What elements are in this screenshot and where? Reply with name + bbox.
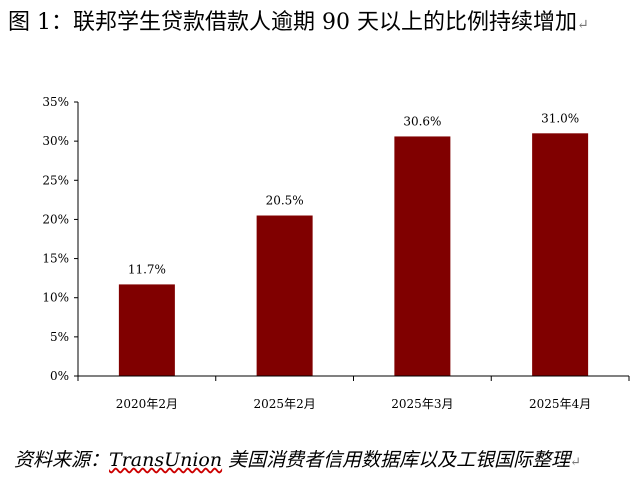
source-prefix: 资料来源： — [14, 449, 110, 471]
y-tick-label: 5% — [50, 330, 69, 344]
source-suffix: 美国消费者信用数据库以及工银国际整理 — [222, 449, 571, 471]
bar — [256, 215, 313, 376]
paragraph-mark-icon: ↵ — [570, 455, 582, 470]
x-tick-label: 2025年4月 — [529, 397, 591, 411]
bar — [118, 284, 175, 376]
bar-value-label: 30.6% — [403, 114, 441, 128]
y-tick-label: 0% — [50, 369, 69, 383]
source-note: 资料来源：TransUnion 美国消费者信用数据库以及工银国际整理↵ — [14, 447, 581, 476]
y-tick-label: 30% — [42, 134, 69, 148]
x-axis: 2020年2月 2025年2月 2025年3月 2025年4月 — [77, 375, 630, 411]
x-tick-label: 2025年2月 — [254, 397, 316, 411]
y-tick-label: 25% — [42, 173, 69, 187]
value-labels-group: 11.7% 20.5% 30.6% 31.0% — [128, 111, 579, 276]
paragraph-mark-icon: ↵ — [576, 17, 589, 33]
source-org: TransUnion — [109, 449, 223, 471]
y-tick-label: 15% — [42, 252, 69, 266]
bar — [394, 136, 451, 376]
bar-value-label: 31.0% — [541, 111, 579, 125]
figure-title-text: 图 1：联邦学生贷款借款人逾期 90 天以上的比例持续增加 — [8, 10, 577, 35]
y-tick-label: 20% — [42, 212, 69, 226]
y-tick-label: 35% — [42, 95, 69, 109]
bar — [532, 133, 589, 376]
x-tick-label: 2025年3月 — [391, 397, 453, 411]
bar-value-label: 11.7% — [128, 262, 166, 276]
bars-group — [118, 133, 589, 376]
figure-title: 图 1：联邦学生贷款借款人逾期 90 天以上的比例持续增加↵ — [8, 8, 589, 40]
bar-value-label: 20.5% — [266, 194, 304, 208]
y-tick-label: 10% — [42, 291, 69, 305]
x-tick-label: 2020年2月 — [116, 397, 178, 411]
y-axis: 0% 5% 10% 15% 20% 25% 30% 35% — [42, 95, 79, 383]
